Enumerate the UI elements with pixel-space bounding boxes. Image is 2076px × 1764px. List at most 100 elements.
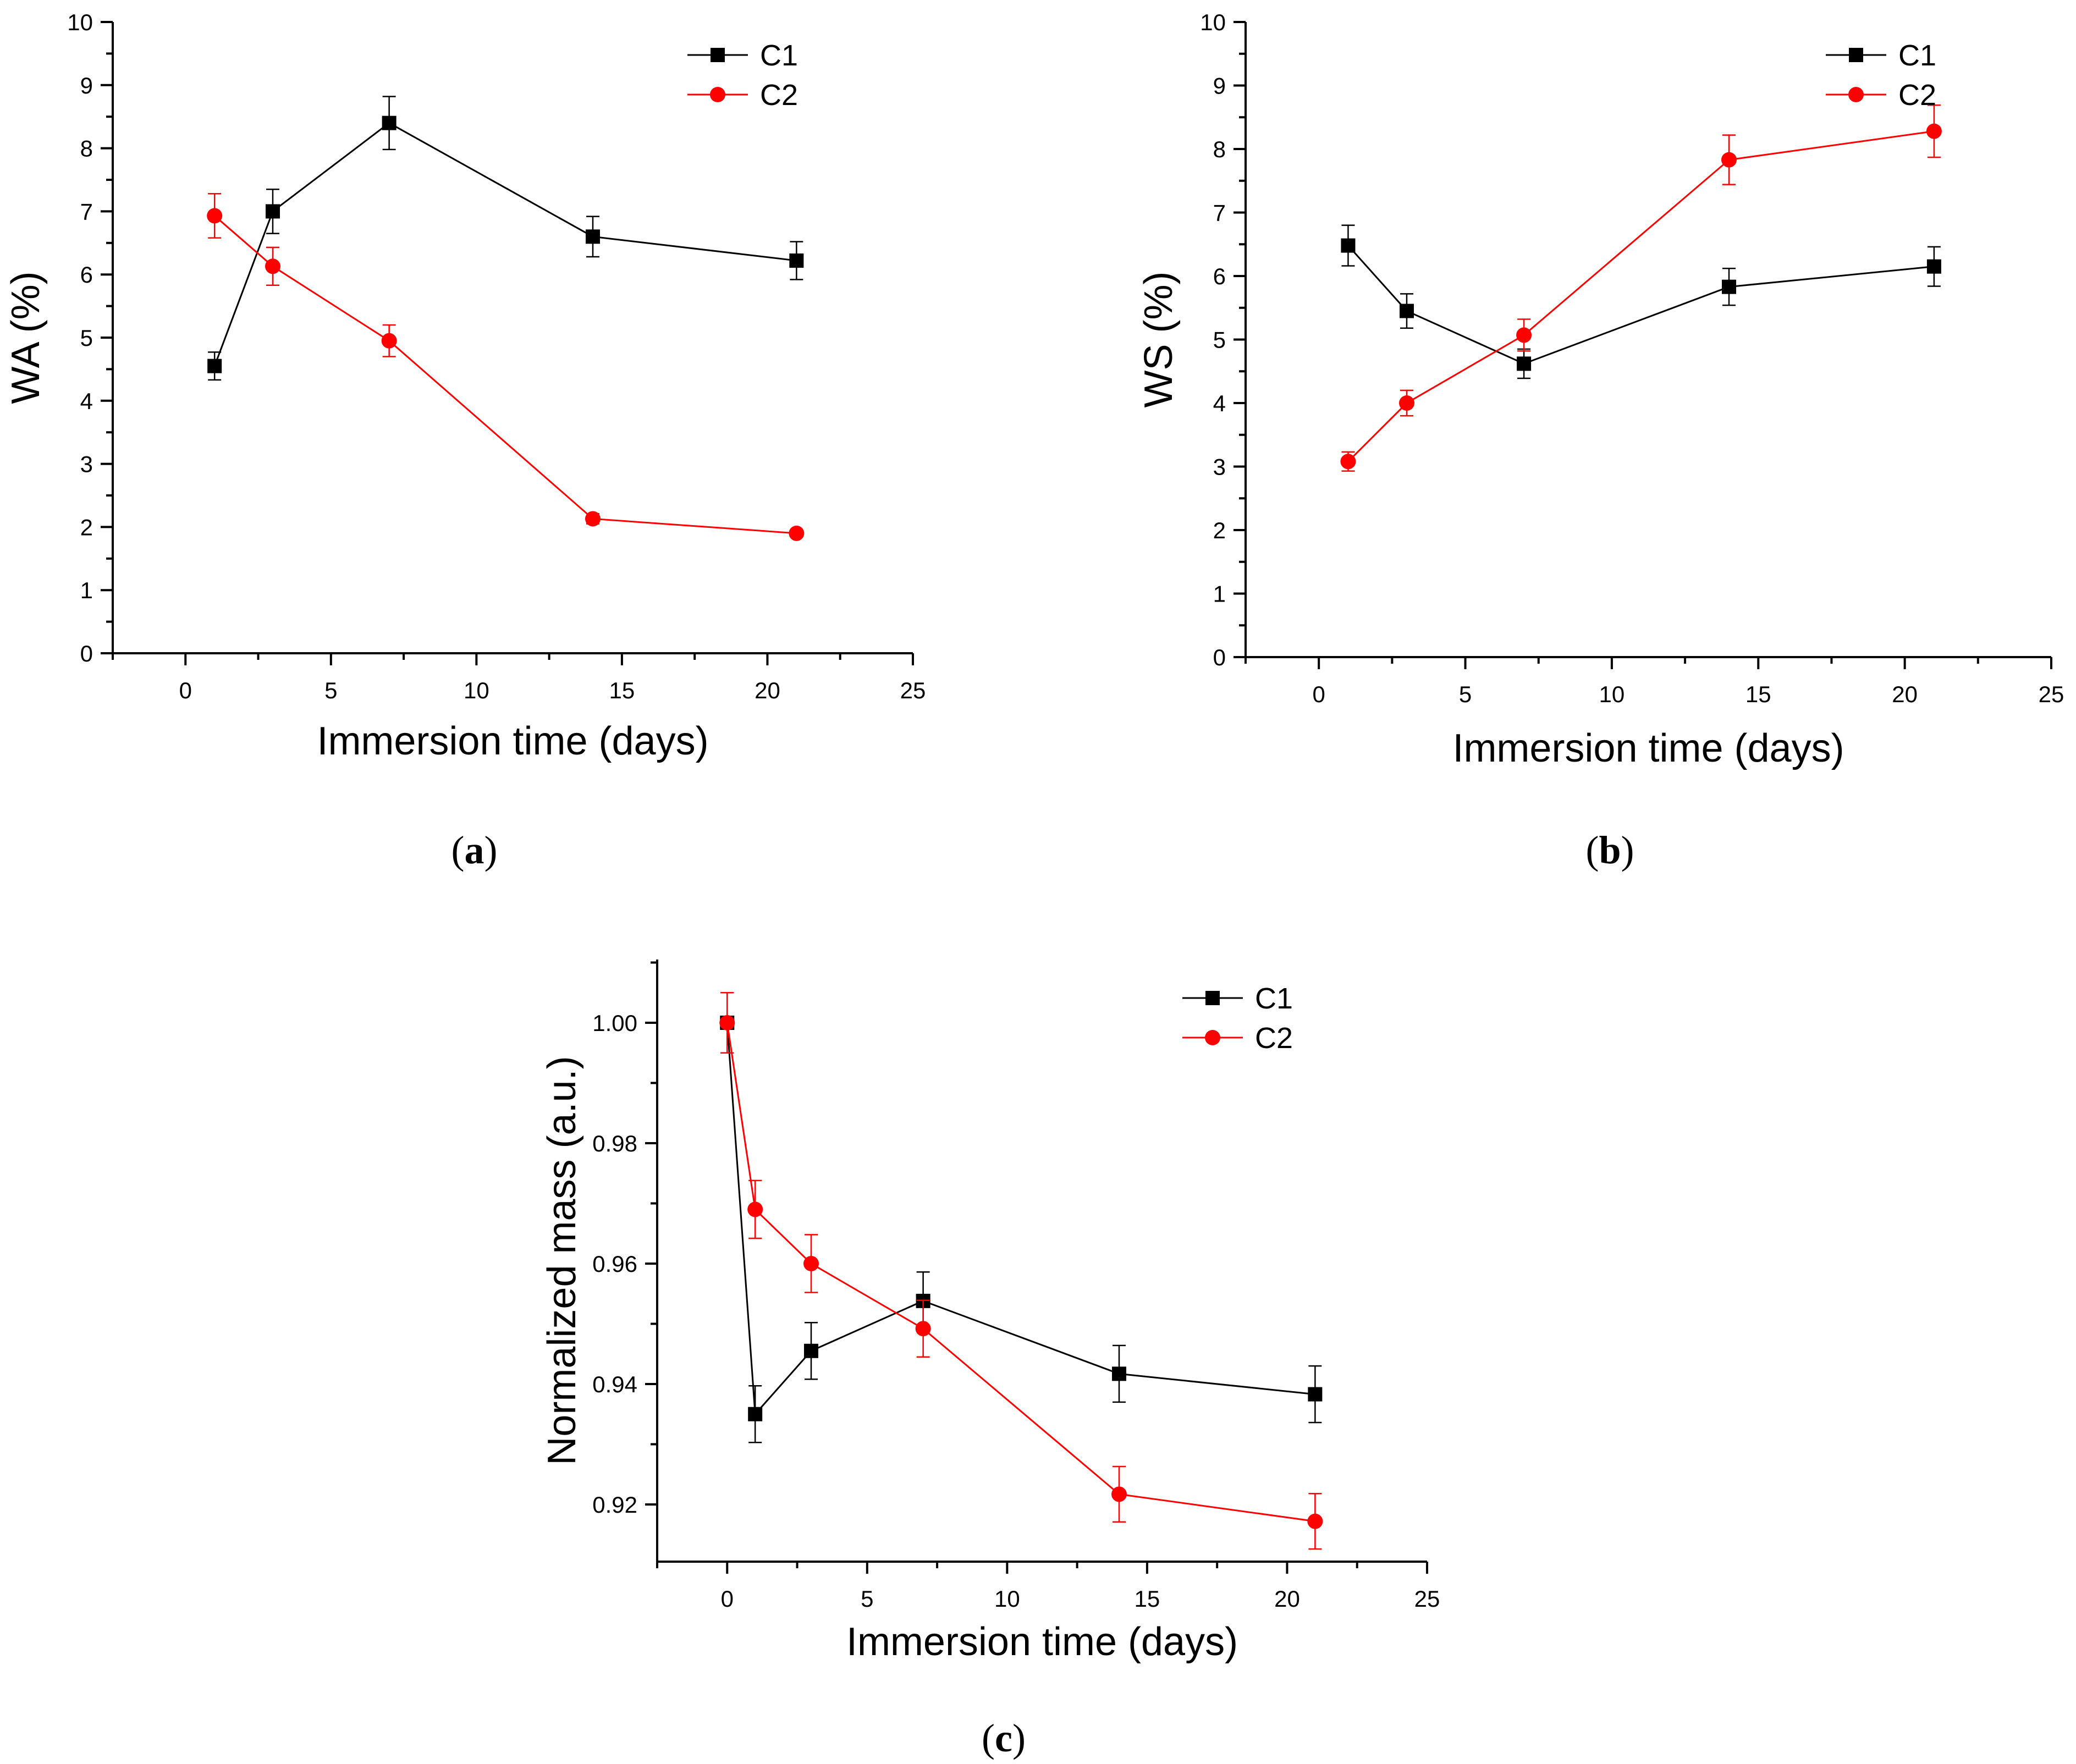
x-tick-label: 5 [1459,681,1472,707]
legend-label: C2 [1255,1022,1293,1055]
x-tick-label: 5 [861,1586,873,1612]
x-tick-label: 0 [1313,681,1325,707]
data-point [748,1407,763,1421]
y-axis-title: WA (%) [4,271,48,404]
legend-label: C1 [1898,39,1936,72]
x-tick-label: 5 [324,677,337,703]
data-point [1516,327,1532,343]
y-tick-label: 10 [67,9,93,35]
series-c2 [719,991,1323,1550]
y-tick-label: 6 [1213,263,1226,289]
series-line [726,1022,1315,1416]
x-tick-label: 15 [1135,1586,1160,1612]
series-c1 [207,96,804,381]
data-point [804,1343,818,1358]
x-tick-label: 25 [2039,681,2064,707]
data-point [1926,259,1941,274]
data-point [789,253,804,268]
y-tick-label: 0 [80,641,93,666]
x-tick-label: 10 [464,677,489,703]
legend-marker [1205,991,1220,1005]
panel-caption: (a) [451,828,498,872]
x-axis-title: Immersion time (days) [1452,726,1844,770]
y-tick-label: 9 [1213,73,1226,99]
series-c2 [1340,104,1942,472]
legend-marker [1848,87,1864,102]
x-axis-title: Immersion time (days) [846,1620,1238,1664]
x-tick-label: 10 [994,1586,1020,1612]
data-point [1517,356,1532,371]
data-point [803,1255,819,1271]
data-point [586,229,600,244]
data-point [1400,304,1414,318]
series-line [213,122,797,367]
data-point [265,258,280,274]
x-tick-label: 25 [900,677,926,703]
data-point [266,204,280,219]
y-tick-label: 2 [80,514,93,540]
y-tick-label: 10 [1200,9,1226,35]
data-point [382,115,397,130]
data-point [1307,1513,1323,1529]
y-tick-label: 1 [80,577,93,603]
legend-marker [710,87,725,102]
series-line [214,215,797,534]
legend-marker [1205,1030,1220,1045]
legend-entry-c2: C2 [687,79,798,112]
data-point [1340,454,1356,470]
data-point [1721,152,1737,168]
legend-label: C2 [1898,79,1936,112]
y-tick-label: 5 [80,325,93,351]
y-tick-label: 1 [1213,581,1226,607]
y-tick-label: 0 [1213,644,1226,670]
y-tick-label: 6 [80,262,93,288]
x-tick-label: 20 [1274,1586,1300,1612]
x-tick-label: 15 [1745,681,1771,707]
y-tick-label: 9 [80,73,93,98]
legend-label: C2 [760,79,798,112]
data-point [1112,1366,1126,1381]
x-tick-label: 10 [1599,681,1625,707]
legend-entry-c1: C1 [1182,982,1293,1015]
x-tick-label: 0 [179,677,192,703]
series-c1 [1341,224,1941,379]
data-point [719,1015,735,1030]
legend-entry-c1: C1 [687,39,798,72]
series-line [1347,245,1935,365]
data-point [585,511,601,527]
data-point [381,333,397,349]
y-axis-title: Normalized mass (a.u.) [540,1056,584,1465]
legend-marker [711,48,725,62]
data-point [1308,1387,1323,1402]
data-point [915,1321,931,1337]
y-tick-label: 4 [80,388,93,414]
data-point [1399,395,1414,411]
legend-marker [1849,48,1863,62]
y-tick-label: 4 [1213,390,1226,416]
x-tick-label: 20 [1892,681,1918,707]
y-tick-label: 0.94 [592,1371,637,1397]
x-tick-label: 20 [755,677,780,703]
data-point [207,359,222,373]
x-tick-label: 0 [721,1586,734,1612]
y-tick-label: 8 [80,136,93,162]
chart-panel-a: 0 5 10 15 20 25 0 1 2 3 4 5 6 7 8 9 10 Immersion time (da… [4,9,926,872]
data-point [747,1201,763,1217]
series-c1 [720,991,1323,1443]
y-tick-label: 0.92 [592,1492,637,1518]
legend-entry-c1: C1 [1826,39,1936,72]
data-point [1722,279,1736,294]
data-point [1341,238,1356,253]
y-tick-label: 0.96 [592,1251,637,1277]
y-tick-label: 2 [1213,517,1226,543]
y-tick-label: 3 [1213,454,1226,480]
legend-label: C1 [760,39,798,72]
series-line [1347,130,1935,462]
x-tick-label: 15 [609,677,635,703]
chart-panel-c: 0 5 10 15 20 25 0.92 0.94 0.96 0.98 1.00 Immersion … [540,960,1440,1760]
y-axis-title: WS (%) [1137,272,1181,408]
data-point [207,208,223,224]
legend-entry-c2: C2 [1182,1022,1293,1055]
data-point [1926,123,1942,139]
